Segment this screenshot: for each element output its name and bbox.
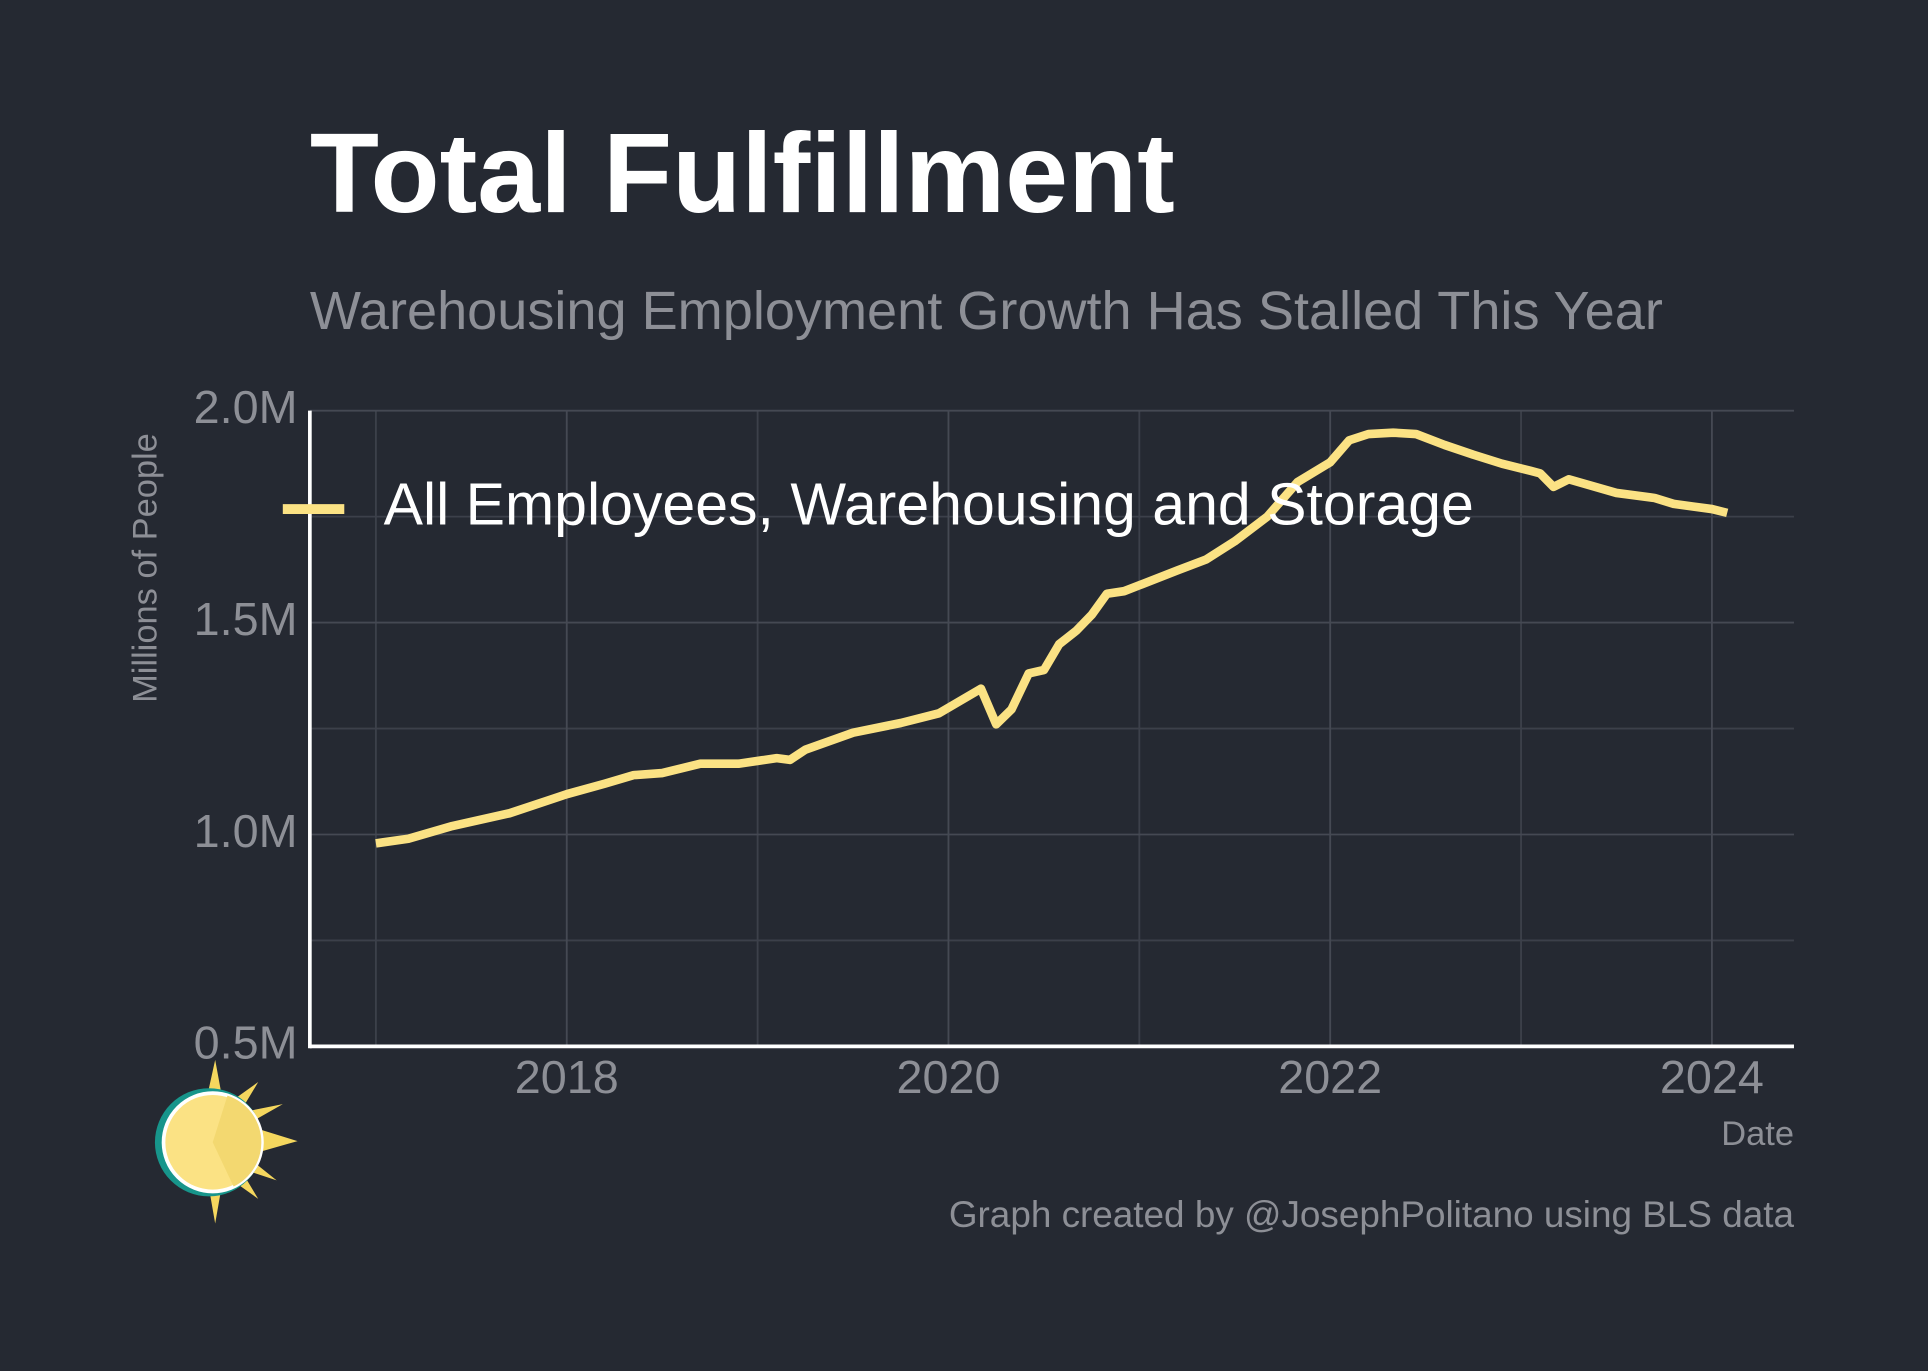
x-tick-label: 2018 [515,1051,619,1103]
caption: Graph created by @JosephPolitano using B… [949,1194,1795,1235]
x-tick-label: 2020 [897,1051,1001,1103]
chart-subtitle: Warehousing Employment Growth Has Stalle… [310,281,1663,341]
y-tick-label: 1.0M [194,805,298,857]
x-tick-label: 2024 [1660,1051,1764,1103]
y-tick-label: 1.5M [194,593,298,645]
series-line [375,428,1729,848]
y-tick-label: 2.0M [194,381,298,433]
chart-title: Total Fulfillment [310,110,1175,236]
logo [154,1059,298,1224]
x-tick-label: 2022 [1278,1051,1382,1103]
legend-label: All Employees, Warehousing and Storage [384,472,1474,538]
y-axis-title: Millions of People [127,433,165,703]
x-axis-title: Date [1721,1115,1794,1153]
y-tick-label: 0.5M [194,1017,298,1069]
